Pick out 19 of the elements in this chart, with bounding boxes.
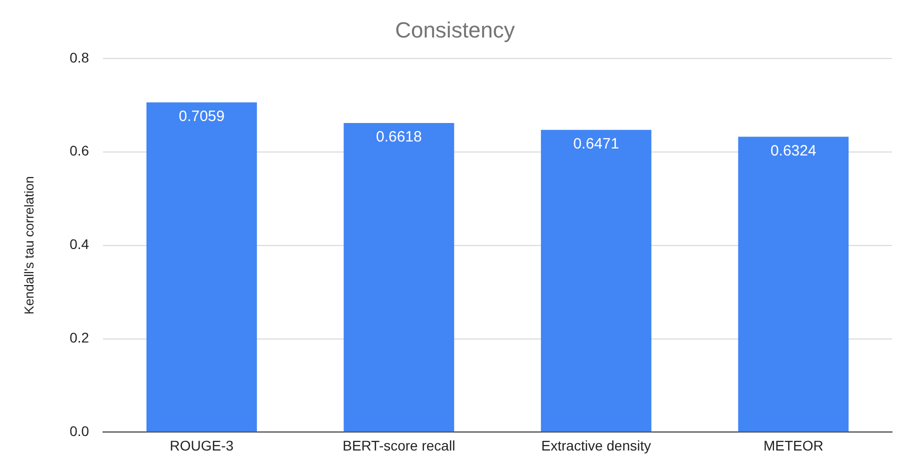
x-tick-label: METEOR	[763, 437, 824, 454]
x-tick-label: Extractive density	[541, 437, 652, 454]
x-tick-label: BERT-score recall	[342, 437, 456, 454]
bar	[738, 136, 849, 432]
data-label: 0.6324	[770, 142, 816, 160]
y-axis-title: Kendall's tau correlation	[21, 176, 36, 314]
chart-title: Consistency	[395, 17, 515, 42]
y-tick-label: 0.6	[70, 142, 90, 159]
data-label: 0.6471	[573, 135, 620, 152]
y-tick-label: 0.4	[70, 236, 90, 252]
data-label: 0.7059	[178, 108, 225, 126]
y-tick-label: 0.2	[70, 330, 90, 346]
bar	[146, 102, 257, 432]
y-tick-label: 0.0	[70, 423, 90, 440]
y-tick-label: 0.8	[70, 49, 90, 66]
bar	[540, 130, 652, 432]
x-tick-label: ROUGE-3	[170, 437, 234, 454]
bar	[344, 122, 454, 432]
data-label: 0.6618	[376, 128, 422, 146]
